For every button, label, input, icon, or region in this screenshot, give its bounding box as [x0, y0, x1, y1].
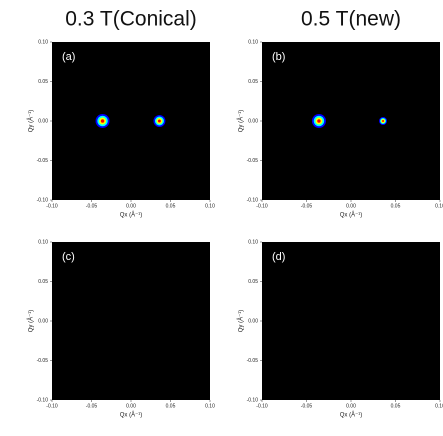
y-axis-label: Qy (Å⁻¹) — [238, 110, 245, 133]
y-tick-label: 0.10 — [38, 239, 48, 245]
y-tick-label: -0.05 — [247, 158, 259, 164]
x-tick-label: 0.05 — [166, 403, 176, 409]
plot-area — [262, 42, 440, 200]
y-axis-label: Qy (Å⁻¹) — [28, 110, 35, 133]
x-axis-label: Qx (Å⁻¹) — [340, 212, 363, 219]
x-tick-label: -0.10 — [256, 403, 268, 409]
x-tick-label: 0.05 — [166, 203, 176, 209]
column-title: 0.5 T(new) — [301, 8, 401, 31]
y-tick-label: 0.05 — [248, 279, 258, 285]
x-tick-label: -0.05 — [301, 403, 313, 409]
x-tick-label: 0.00 — [126, 203, 136, 209]
y-tick-label: -0.10 — [37, 397, 49, 403]
y-tick-label: 0.00 — [38, 318, 48, 324]
y-tick-label: 0.05 — [38, 279, 48, 285]
panel-label: (d) — [272, 251, 285, 263]
x-tick-label: 0.00 — [126, 403, 136, 409]
x-tick-label: 0.10 — [435, 203, 443, 209]
y-tick-label: 0.05 — [38, 79, 48, 85]
x-axis-label: Qx (Å⁻¹) — [120, 212, 143, 219]
spot — [153, 115, 165, 127]
plot-area — [52, 242, 210, 400]
spot-ring — [158, 120, 161, 123]
x-tick-label: 0.00 — [346, 203, 356, 209]
y-tick-label: 0.00 — [38, 118, 48, 124]
y-tick-label: -0.05 — [37, 358, 49, 364]
x-tick-label: 0.05 — [391, 203, 401, 209]
y-axis-label: Qy (Å⁻¹) — [238, 310, 245, 333]
x-tick-label: -0.05 — [86, 403, 98, 409]
panel-label: (c) — [62, 251, 75, 263]
x-tick-label: -0.05 — [301, 203, 313, 209]
spot-ring — [317, 119, 321, 123]
x-axis-label: Qx (Å⁻¹) — [120, 412, 143, 419]
spot — [379, 117, 387, 125]
y-tick-label: 0.00 — [248, 318, 258, 324]
y-tick-label: 0.05 — [248, 79, 258, 85]
panel-label: (a) — [62, 51, 75, 63]
y-tick-label: 0.10 — [248, 39, 258, 45]
y-tick-label: -0.10 — [247, 197, 259, 203]
y-tick-label: -0.10 — [37, 197, 49, 203]
y-tick-label: 0.00 — [248, 118, 258, 124]
x-tick-label: 0.00 — [346, 403, 356, 409]
plot-area — [52, 42, 210, 200]
x-tick-label: 0.10 — [205, 403, 215, 409]
spot — [96, 114, 110, 128]
x-tick-label: 0.10 — [205, 203, 215, 209]
y-tick-label: -0.05 — [37, 158, 49, 164]
plot-area — [262, 242, 440, 400]
column-title: 0.3 T(Conical) — [65, 8, 197, 31]
y-axis-label: Qy (Å⁻¹) — [28, 310, 35, 333]
y-tick-label: -0.05 — [247, 358, 259, 364]
x-tick-label: 0.10 — [435, 403, 443, 409]
x-tick-label: 0.05 — [391, 403, 401, 409]
spot — [312, 114, 326, 128]
x-axis-label: Qx (Å⁻¹) — [340, 412, 363, 419]
y-tick-label: 0.10 — [248, 239, 258, 245]
figure: 0.3 T(Conical) 0.5 T(new) -0.10 -0.05 0.00… — [0, 0, 443, 436]
spot-ring — [101, 119, 105, 123]
spot-ring — [382, 120, 384, 122]
x-tick-label: -0.10 — [256, 203, 268, 209]
y-tick-label: -0.10 — [247, 397, 259, 403]
y-tick-label: 0.10 — [38, 39, 48, 45]
panel-label: (b) — [272, 51, 285, 63]
x-tick-label: -0.05 — [86, 203, 98, 209]
x-tick-label: -0.10 — [46, 403, 58, 409]
x-tick-label: -0.10 — [46, 203, 58, 209]
